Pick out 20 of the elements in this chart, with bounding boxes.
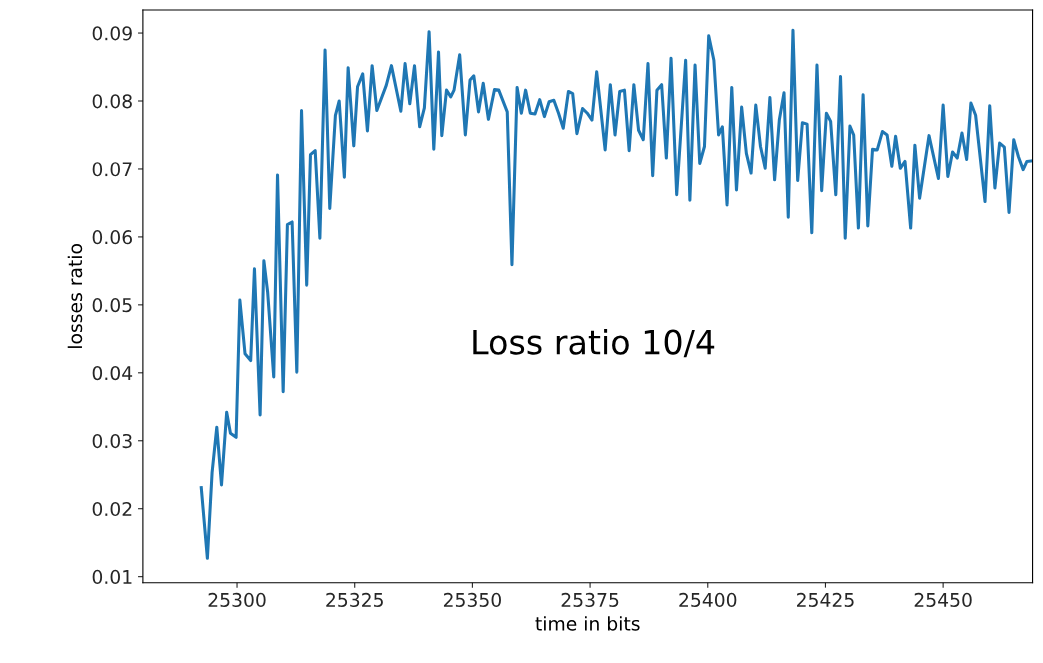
line-series (199, 28, 1033, 560)
y-tick-label: 0.03 (92, 433, 132, 449)
y-tick-label: 0.01 (92, 569, 132, 585)
y-tick-label: 0.06 (92, 230, 132, 245)
y-tick-label: 0.04 (92, 366, 133, 381)
x-tick-label: 25300 (208, 592, 266, 608)
y-tick-label: 0.02 (92, 501, 132, 517)
y-tick-label: 0.08 (92, 94, 132, 109)
y-tick-label: 0.05 (92, 298, 132, 313)
y-tick-label: 0.07 (92, 162, 132, 177)
x-tick-label: 25350 (443, 592, 501, 608)
x-tick-label: 25425 (797, 592, 854, 608)
x-tick-label: 25450 (914, 592, 972, 608)
y-tick-label: 0.09 (92, 26, 132, 41)
x-tick-label: 25375 (561, 592, 619, 608)
annotation: Loss ratio 10/4 (473, 328, 715, 358)
y-axis-title: losses ratio (67, 244, 83, 348)
x-tick-label: 25325 (326, 592, 383, 608)
x-tick-label: 25400 (679, 592, 737, 608)
x-axis-title: time in bits (535, 616, 640, 631)
